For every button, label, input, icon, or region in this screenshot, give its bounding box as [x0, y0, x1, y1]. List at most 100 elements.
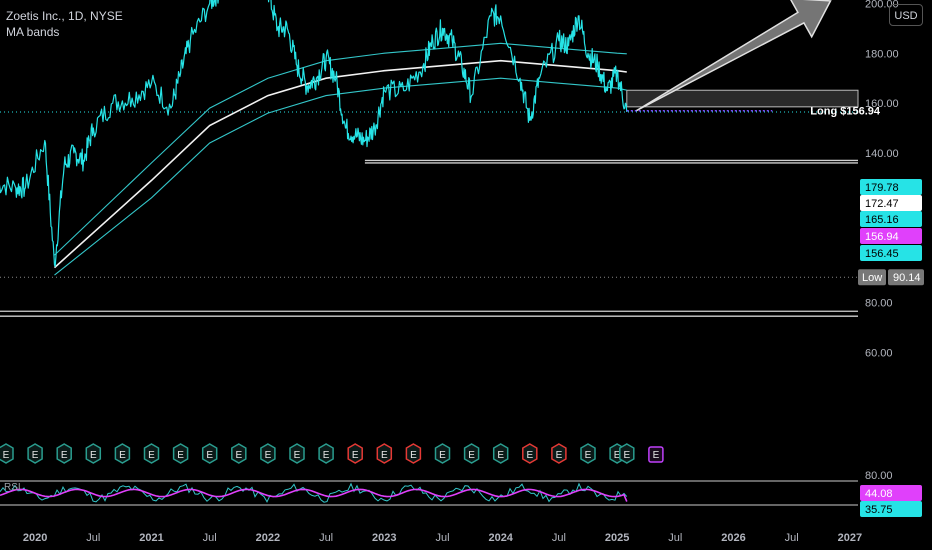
symbol-title[interactable]: Zoetis Inc., 1D, NYSE	[6, 9, 123, 23]
earnings-marker-shape	[318, 443, 334, 464]
last-price-tag-bg	[860, 245, 922, 261]
rsi-ma-line	[0, 488, 628, 502]
time-tick-label: Jul	[86, 532, 100, 544]
price-tick-label: 160.00	[865, 98, 899, 110]
earnings-marker[interactable]: E	[172, 443, 189, 464]
forecast-arrow	[636, 0, 832, 112]
earnings-marker[interactable]: E	[289, 443, 305, 464]
price-axis[interactable]: 240.00220.00200.00180.00160.00140.00120.…	[858, 0, 927, 517]
earnings-marker-letter: E	[556, 450, 563, 461]
last-price-tag: 156.45	[865, 248, 899, 260]
earnings-marker-letter: E	[468, 450, 475, 461]
time-tick-label: Jul	[203, 532, 217, 544]
rsi-pane: RSI	[0, 480, 858, 506]
earnings-marker[interactable]: E	[492, 443, 509, 464]
earnings-marker-letter: E	[206, 450, 213, 461]
earnings-marker[interactable]: E	[434, 443, 451, 464]
earnings-marker[interactable]: E	[143, 443, 160, 464]
earnings-marker[interactable]: E	[85, 443, 102, 464]
time-tick-label: 2023	[372, 532, 396, 544]
band-mid-tag-bg	[860, 195, 922, 211]
low-tag-label: Low	[862, 272, 882, 284]
earnings-marker[interactable]: E	[0, 443, 14, 464]
price-tick-label: 140.00	[865, 148, 899, 160]
time-tick-label: 2026	[721, 532, 745, 544]
price-line	[0, 0, 628, 267]
earnings-marker[interactable]: E	[619, 443, 635, 464]
earnings-marker-letter: E	[61, 450, 68, 461]
earnings-marker[interactable]: E	[260, 443, 276, 464]
entry-price-tag-bg	[860, 228, 922, 244]
chart-legend: Zoetis Inc., 1D, NYSE MA bands	[6, 8, 123, 40]
time-tick-label: Jul	[319, 532, 333, 544]
earnings-marker[interactable]: E	[463, 443, 480, 464]
earnings-marker-letter: E	[439, 450, 446, 461]
rsi-value-tag-bg	[860, 485, 922, 501]
earnings-marker-shape	[289, 443, 305, 464]
earnings-marker[interactable]: E	[551, 443, 567, 464]
earnings-marker-letter: E	[235, 450, 242, 461]
earnings-marker-letter: E	[381, 450, 388, 461]
time-tick-label: Jul	[552, 532, 566, 544]
earnings-marker-shape	[201, 443, 218, 464]
earnings-marker-letter: E	[294, 450, 301, 461]
rsi-top-tick: 80.00	[865, 470, 893, 482]
earnings-marker-shape	[260, 443, 276, 464]
earnings-marker[interactable]: E	[405, 443, 422, 464]
earnings-marker-letter: E	[148, 450, 155, 461]
earnings-marker-shape	[580, 443, 596, 464]
earnings-marker-letter: E	[90, 450, 97, 461]
rsi-label: RSI	[4, 482, 21, 493]
ma-band-line	[53, 59, 627, 269]
entry-price-tag: 156.94	[865, 231, 899, 243]
earnings-marker-shape	[114, 443, 131, 464]
price-tick-label: 60.00	[865, 347, 893, 359]
rsi-ma-value-tag: 35.75	[865, 504, 893, 516]
earnings-marker[interactable]: E	[318, 443, 334, 464]
earnings-marker-letter: E	[265, 450, 272, 461]
earnings-marker-box	[648, 446, 664, 463]
earnings-marker[interactable]: E	[56, 443, 72, 464]
earnings-marker[interactable]: E	[27, 443, 43, 464]
time-tick-label: 2020	[23, 532, 47, 544]
time-tick-label: Jul	[668, 532, 682, 544]
indicator-name[interactable]: MA bands	[6, 25, 60, 39]
earnings-marker-shape	[85, 443, 102, 464]
ma-band-line	[54, 42, 627, 256]
earnings-marker-letter: E	[323, 450, 330, 461]
earnings-marker[interactable]: E	[231, 443, 247, 464]
earnings-marker[interactable]: E	[347, 443, 363, 464]
time-tick-label: Jul	[785, 532, 799, 544]
time-tick-label: 2022	[256, 532, 280, 544]
currency-button[interactable]: USD	[889, 4, 923, 26]
earnings-marker-shape	[231, 443, 247, 464]
earnings-marker-shape	[27, 443, 43, 464]
earnings-marker[interactable]: E	[648, 446, 664, 463]
earnings-marker-shape	[143, 443, 160, 464]
time-tick-label: 2027	[838, 532, 862, 544]
rsi-ma-value-tag-bg	[860, 501, 922, 517]
low-tag-bg	[858, 269, 886, 286]
earnings-marker-letter: E	[653, 450, 660, 461]
price-tick-label: 80.00	[865, 298, 893, 310]
grid-layer	[0, 111, 858, 278]
earnings-marker-shape	[619, 443, 635, 464]
earnings-marker[interactable]: E	[522, 443, 538, 464]
rsi-line	[0, 482, 628, 503]
time-tick-label: 2021	[139, 532, 163, 544]
time-axis[interactable]: 2020 Jul 2021 Jul 2022 Jul 2023 Jul 2024 Jul 2025 J…	[23, 532, 862, 544]
band-upper-tag-bg	[860, 179, 922, 195]
time-tick-label: 2025	[605, 532, 629, 544]
earnings-marker-letter: E	[614, 450, 621, 461]
earnings-marker-letter: E	[623, 450, 630, 461]
earnings-marker[interactable]: E	[580, 443, 596, 464]
earnings-marker-shape	[405, 443, 422, 464]
band-mid-tag: 172.47	[865, 198, 899, 210]
band-upper-tag: 179.78	[865, 182, 899, 194]
earnings-marker[interactable]: E	[376, 443, 393, 464]
earnings-marker[interactable]: E	[201, 443, 218, 464]
earnings-marker[interactable]: E	[114, 443, 131, 464]
earnings-marker-shape	[376, 443, 393, 464]
levels-layer	[0, 89, 859, 317]
